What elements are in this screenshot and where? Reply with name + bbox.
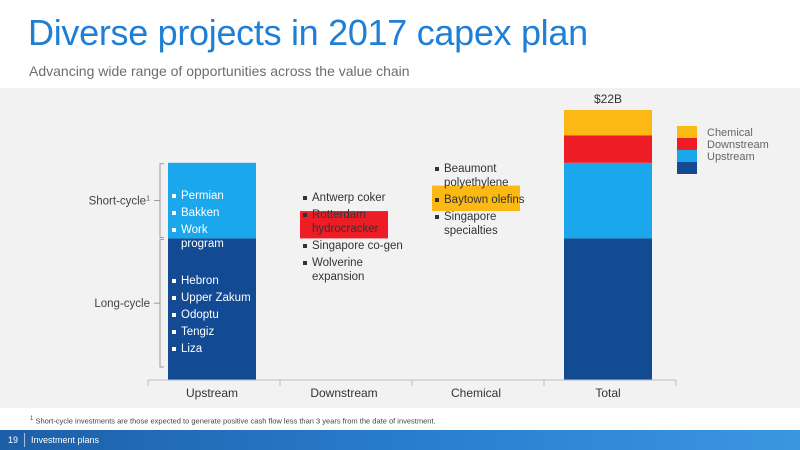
long-cycle-brace <box>159 238 164 368</box>
legend-swatch-3 <box>677 162 697 174</box>
bar-total-chemical <box>564 110 652 136</box>
footnote-marker: 1 <box>30 416 34 422</box>
tick-label-upstream: Upstream <box>186 386 238 400</box>
legend-label-downstream: Downstream <box>707 139 769 151</box>
legend-swatch-1 <box>677 138 697 150</box>
downstream-project-item: Antwerp coker <box>303 191 403 205</box>
chemical-project-item: Beaumont polyethylene <box>435 162 535 190</box>
short-cycle-project-item: Permian <box>172 189 252 203</box>
chemical-project-item: Baytown olefins <box>435 193 535 207</box>
long-cycle-project-item: Liza <box>172 342 252 356</box>
bar-total-downstream <box>564 135 652 163</box>
long-cycle-project-item: Odoptu <box>172 308 252 322</box>
long-cycle-project-item: Tengiz <box>172 325 252 339</box>
legend-swatch-2 <box>677 150 697 162</box>
bar-upstream-short-cycle <box>168 162 256 239</box>
total-value-label: $22B <box>594 92 622 106</box>
chemical-project-item: Singapore specialties <box>435 210 535 238</box>
page-title: Diverse projects in 2017 capex plan <box>28 12 588 53</box>
short-cycle-project-item: Bakken <box>172 206 252 220</box>
tick-label-downstream: Downstream <box>310 386 377 400</box>
short-cycle-footnote-marker: 1 <box>146 196 150 203</box>
short-cycle-project-item: Work program <box>172 223 252 251</box>
footnote: 1 Short-cycle investments are those expe… <box>30 416 436 426</box>
legend-label-upstream: Upstream <box>707 151 755 163</box>
bar-downstream-downstream <box>300 211 388 239</box>
downstream-project-item: Rotterdam hydrocracker <box>303 208 403 236</box>
downstream-project-item: Singapore co-gen <box>303 239 403 253</box>
long-cycle-project-item: Hebron <box>172 274 252 288</box>
footnote-text: Short-cycle investments are those expect… <box>35 416 436 426</box>
upstream-short-cycle-projects: Permian Bakken Work program <box>172 189 252 254</box>
tick-label-total: Total <box>595 386 620 400</box>
legend-swatch-0 <box>677 126 697 138</box>
section-name: Investment plans <box>31 435 100 445</box>
page-subtitle: Advancing wide range of opportunities ac… <box>29 63 410 79</box>
bar-total-upstream <box>564 238 652 380</box>
short-cycle-brace <box>159 163 164 238</box>
bar-total-short-cycle <box>564 162 652 239</box>
footer-divider <box>24 433 25 447</box>
downstream-projects: Antwerp coker Rotterdam hydrocracker Singa… <box>303 191 403 287</box>
chemical-projects: Beaumont polyethylene Baytown olefins Sing… <box>435 162 535 241</box>
legend-label-chemical: Chemical <box>707 127 753 139</box>
long-cycle-project-item: Upper Zakum <box>172 291 252 305</box>
footer-bar: 19 Investment plans <box>0 430 800 450</box>
chart-background <box>0 88 800 408</box>
page-number: 19 <box>8 435 19 445</box>
upstream-long-cycle-projects: Hebron Upper Zakum Odoptu Tengiz Liza <box>172 274 252 359</box>
downstream-project-item: Wolverine expansion <box>303 256 403 284</box>
tick-label-chemical: Chemical <box>451 386 501 400</box>
short-cycle-label: Short-cycle1 <box>89 196 151 208</box>
bar-upstream-upstream <box>168 238 256 380</box>
long-cycle-label: Long-cycle <box>94 298 150 310</box>
bar-chemical-chemical <box>432 185 520 212</box>
